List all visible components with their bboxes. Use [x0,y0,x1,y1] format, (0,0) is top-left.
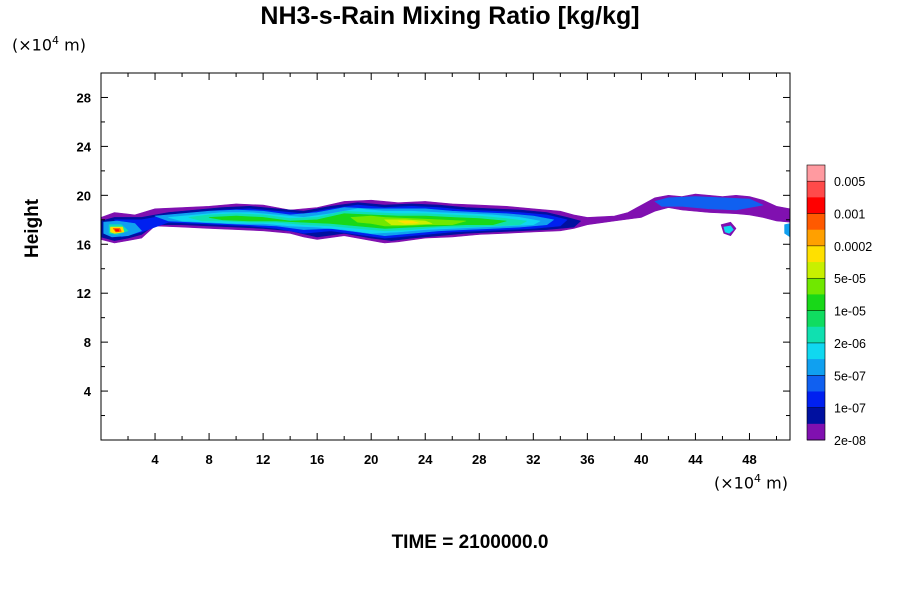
x-tick-label: 36 [580,452,594,467]
x-tick-label: 48 [742,452,756,467]
colorbar-swatch [807,197,825,214]
plot-frame [100,72,791,441]
x-tick-label: 12 [256,452,270,467]
x-tick-label: 44 [688,452,703,467]
colorbar-swatch [807,294,825,311]
colorbar-label: 0.005 [834,175,865,189]
colorbar-label: 5e-05 [834,272,866,286]
colorbar-swatch [807,165,825,182]
contour-fields [100,193,791,244]
contour-layer-14 [114,229,119,232]
x-unit-label: (×104 m) [714,472,788,493]
colorbar-swatch [807,326,825,344]
y-tick-label: 4 [84,384,92,399]
contour-layer-9 [397,220,419,224]
colorbar-swatch [807,359,825,376]
colorbar-label: 1e-07 [834,402,866,416]
y-tick-label: 20 [77,188,91,203]
x-tick-label: 28 [472,452,486,467]
x-tick-label: 16 [310,452,324,467]
colorbar-label: 2e-06 [834,337,866,351]
colorbar-label: 5e-07 [834,369,866,383]
colorbar-swatch [807,391,825,409]
contour-layer-18 [654,196,764,211]
colorbar-label: 1e-05 [834,305,866,319]
colorbar-swatch [807,181,825,198]
chart-title: NH3-s-Rain Mixing Ratio [kg/kg] [260,2,640,30]
colorbar-swatch [807,262,825,279]
colorbar-label: 2e-08 [834,434,866,448]
y-tick-label: 16 [77,237,91,252]
colorbar-label: 0.0002 [834,240,872,254]
colorbar-swatch [807,407,825,425]
x-tick-label: 4 [151,452,159,467]
colorbar-label: 0.001 [834,208,865,222]
colorbar-swatch [807,229,825,247]
x-tick-label: 8 [205,452,212,467]
contour-layer-17 [784,223,791,238]
x-tick-label: 32 [526,452,540,467]
contour-layer-16 [723,225,734,234]
y-unit-label: (×104 m) [12,34,86,55]
y-tick-label: 28 [77,90,91,105]
x-tick-label: 40 [634,452,648,467]
y-tick-label: 12 [77,286,91,301]
colorbar-swatch [807,310,825,328]
y-tick-label: 8 [84,335,91,350]
colorbar-swatch [807,423,825,441]
colorbar: 0.005 0.001 0.0002 5e-05 1e-05 2e-06 5e-07 1e-0… [806,164,872,448]
colorbar-swatch [807,213,825,231]
colorbar-swatch [807,245,825,263]
x-tick-label: 20 [364,452,378,467]
time-label: TIME = 2100000.0 [391,532,549,553]
colorbar-swatch [807,342,825,360]
colorbar-swatch [807,375,825,392]
x-tick-label: 24 [418,452,433,467]
colorbar-swatch [807,278,825,295]
y-tick-label: 24 [77,139,92,154]
